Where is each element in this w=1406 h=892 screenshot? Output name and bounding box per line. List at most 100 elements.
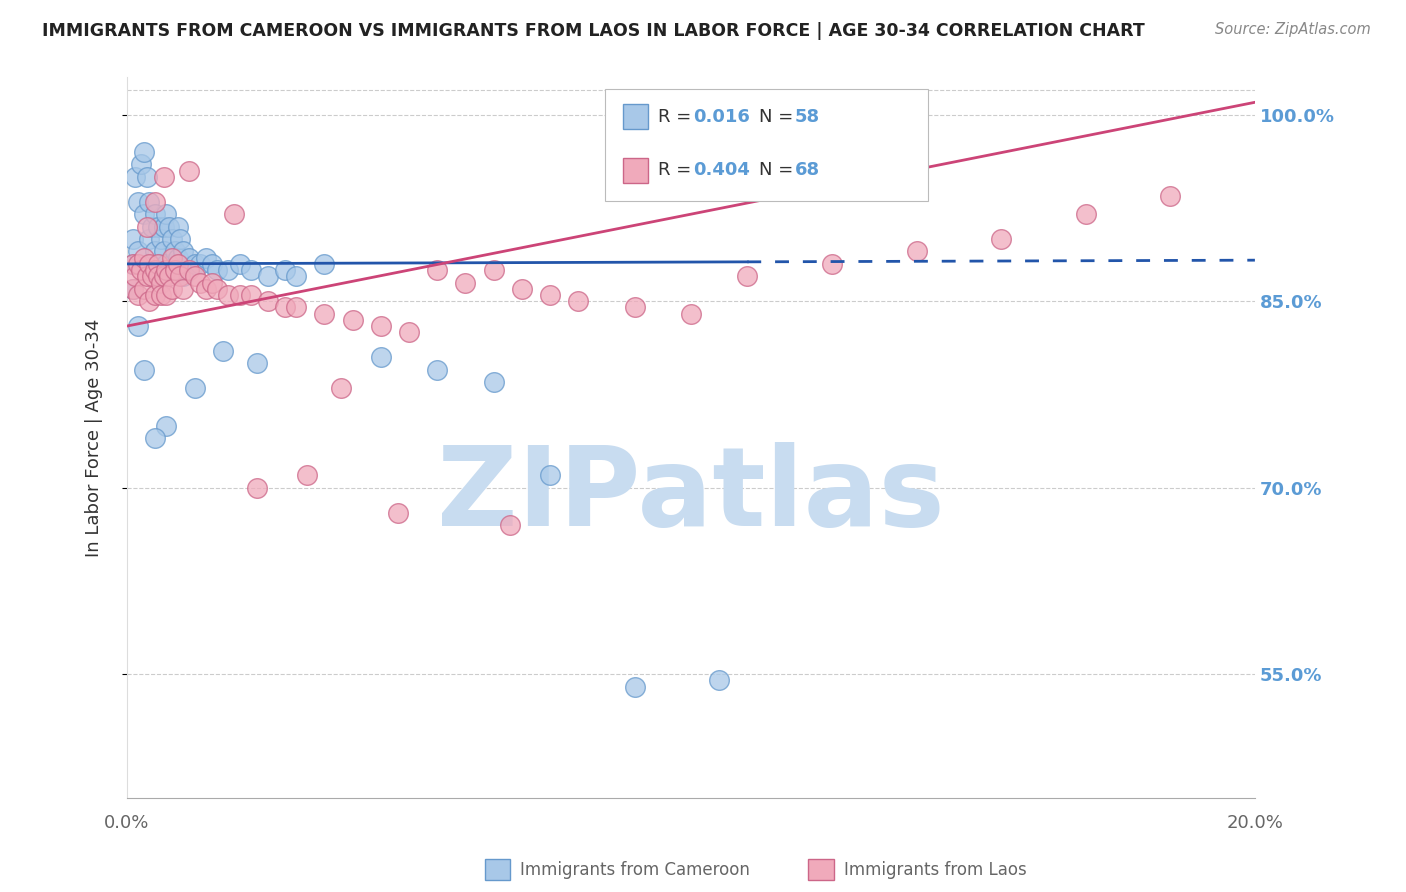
Point bbox=[155, 207, 177, 221]
Point bbox=[454, 276, 477, 290]
Point bbox=[228, 288, 250, 302]
Point bbox=[217, 263, 239, 277]
Point bbox=[132, 145, 155, 159]
Point bbox=[330, 381, 353, 395]
Point bbox=[990, 232, 1012, 246]
Point bbox=[132, 362, 155, 376]
Point bbox=[132, 282, 155, 296]
Point bbox=[166, 251, 188, 265]
Text: 68: 68 bbox=[794, 161, 820, 179]
Point bbox=[623, 301, 645, 315]
Point bbox=[737, 269, 759, 284]
Point bbox=[274, 263, 297, 277]
Point bbox=[149, 269, 172, 284]
Point bbox=[169, 232, 191, 246]
Text: Source: ZipAtlas.com: Source: ZipAtlas.com bbox=[1215, 22, 1371, 37]
Point bbox=[149, 232, 172, 246]
Point bbox=[129, 157, 152, 171]
Point bbox=[285, 301, 308, 315]
Text: 0.404: 0.404 bbox=[693, 161, 749, 179]
Point bbox=[188, 257, 211, 271]
Point bbox=[821, 257, 844, 271]
Point bbox=[426, 263, 449, 277]
Point bbox=[387, 506, 409, 520]
Point bbox=[155, 257, 177, 271]
Point bbox=[297, 468, 319, 483]
Point bbox=[200, 276, 222, 290]
Point bbox=[510, 282, 533, 296]
Point bbox=[152, 219, 174, 234]
Point bbox=[217, 288, 239, 302]
Point bbox=[155, 418, 177, 433]
Point bbox=[177, 263, 200, 277]
Point bbox=[183, 269, 205, 284]
Point bbox=[499, 518, 522, 533]
Point bbox=[138, 194, 160, 209]
Point bbox=[121, 257, 143, 271]
Point bbox=[138, 294, 160, 309]
Point bbox=[183, 257, 205, 271]
Point bbox=[246, 481, 269, 495]
Point bbox=[143, 244, 166, 259]
Point bbox=[370, 319, 392, 334]
Point bbox=[143, 207, 166, 221]
Point bbox=[157, 269, 180, 284]
Point bbox=[163, 263, 186, 277]
Point bbox=[132, 251, 155, 265]
Point bbox=[135, 169, 157, 184]
Point bbox=[240, 288, 263, 302]
Point bbox=[160, 282, 183, 296]
Text: 58: 58 bbox=[794, 108, 820, 126]
Point bbox=[121, 282, 143, 296]
Point bbox=[166, 257, 188, 271]
Point bbox=[177, 163, 200, 178]
Point bbox=[138, 232, 160, 246]
Point bbox=[240, 263, 263, 277]
Text: Immigrants from Laos: Immigrants from Laos bbox=[844, 861, 1026, 879]
Point bbox=[124, 269, 146, 284]
Text: N =: N = bbox=[759, 108, 799, 126]
Point bbox=[132, 207, 155, 221]
Text: IMMIGRANTS FROM CAMEROON VS IMMIGRANTS FROM LAOS IN LABOR FORCE | AGE 30-34 CORR: IMMIGRANTS FROM CAMEROON VS IMMIGRANTS F… bbox=[42, 22, 1144, 40]
Point bbox=[274, 301, 297, 315]
Point bbox=[146, 257, 169, 271]
Point bbox=[707, 673, 730, 688]
Point bbox=[482, 375, 505, 389]
Point bbox=[135, 219, 157, 234]
Point bbox=[127, 288, 149, 302]
Point bbox=[538, 468, 561, 483]
Point bbox=[127, 257, 149, 271]
Point bbox=[141, 269, 163, 284]
Point bbox=[127, 194, 149, 209]
Point bbox=[1159, 188, 1181, 202]
Point bbox=[127, 319, 149, 334]
Point bbox=[205, 263, 228, 277]
Point bbox=[1074, 207, 1097, 221]
Point bbox=[200, 257, 222, 271]
Point bbox=[314, 307, 336, 321]
Text: Immigrants from Cameroon: Immigrants from Cameroon bbox=[520, 861, 749, 879]
Point bbox=[205, 282, 228, 296]
Point bbox=[160, 251, 183, 265]
Point bbox=[124, 169, 146, 184]
Point bbox=[194, 251, 217, 265]
Point bbox=[183, 381, 205, 395]
Point bbox=[567, 294, 589, 309]
Point bbox=[166, 219, 188, 234]
Point bbox=[138, 257, 160, 271]
Point bbox=[129, 263, 152, 277]
Point bbox=[160, 232, 183, 246]
Point bbox=[149, 276, 172, 290]
Point bbox=[160, 257, 183, 271]
Point bbox=[285, 269, 308, 284]
Point bbox=[155, 263, 177, 277]
Point bbox=[679, 307, 702, 321]
Point bbox=[623, 680, 645, 694]
Point bbox=[194, 282, 217, 296]
Point bbox=[222, 207, 245, 221]
Point bbox=[172, 244, 194, 259]
Point bbox=[426, 362, 449, 376]
Point bbox=[228, 257, 250, 271]
Point bbox=[246, 356, 269, 370]
Point bbox=[152, 269, 174, 284]
